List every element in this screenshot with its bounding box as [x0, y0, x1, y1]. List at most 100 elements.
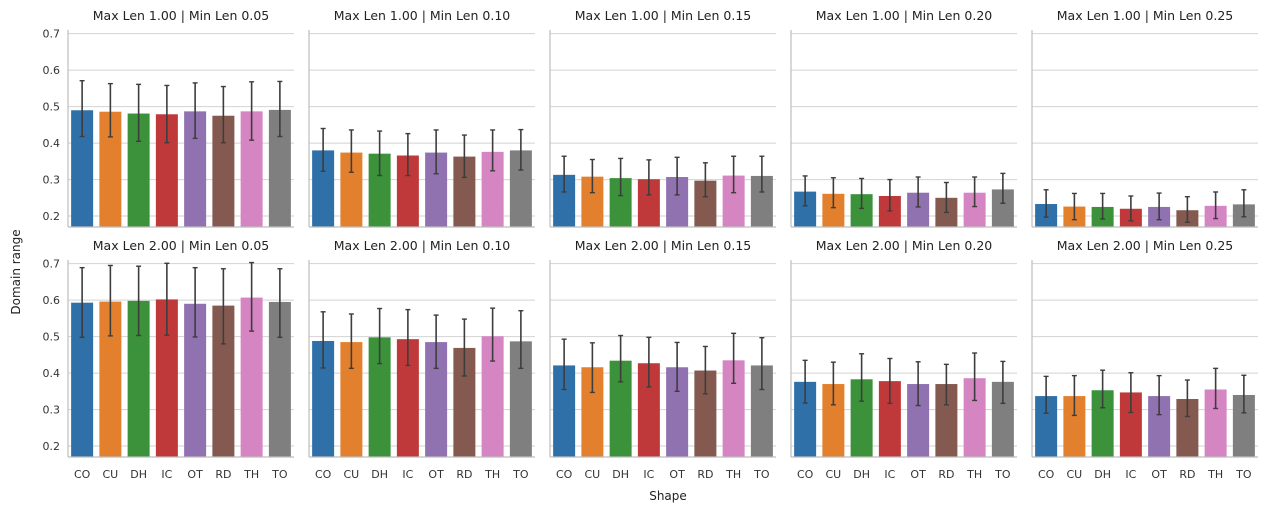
- bar-OT: [425, 342, 448, 457]
- y-tick-label: 0.6: [43, 294, 61, 307]
- bar-OT: [907, 192, 930, 227]
- bar-TO: [509, 150, 532, 227]
- bar-DH: [127, 113, 150, 227]
- bar-TO: [991, 189, 1014, 227]
- bar-TO: [509, 341, 532, 457]
- bar-CO: [71, 302, 94, 457]
- x-tick-label: CO: [315, 468, 332, 481]
- panel-title: Max Len 2.00 | Min Len 0.20: [816, 238, 992, 253]
- x-tick-label: DH: [853, 468, 870, 481]
- bar-TO: [268, 109, 291, 227]
- bar-OT: [907, 384, 930, 457]
- bar-TO: [991, 381, 1014, 457]
- bar-RD: [935, 384, 958, 457]
- x-tick-label: OT: [1151, 468, 1167, 481]
- bar-TH: [722, 175, 745, 227]
- x-tick-label: TO: [753, 468, 770, 481]
- facet-panel-3: Max Len 1.00 | Min Len 0.15: [549, 8, 776, 228]
- x-tick-label: CU: [344, 468, 360, 481]
- bar-OT: [184, 111, 207, 227]
- y-tick-label: 0.2: [43, 440, 61, 453]
- bar-DH: [850, 194, 873, 227]
- panel-title: Max Len 1.00 | Min Len 0.20: [816, 8, 992, 23]
- x-tick-label: TO: [1235, 468, 1252, 481]
- y-tick-label: 0.2: [43, 210, 61, 223]
- x-tick-label: TH: [1207, 468, 1223, 481]
- x-tick-label: IC: [643, 468, 654, 481]
- x-axis-label: Shape: [649, 489, 687, 503]
- bar-RD: [694, 370, 717, 457]
- y-tick-label: 0.5: [43, 101, 61, 114]
- x-tick-label: CU: [585, 468, 601, 481]
- panel-title: Max Len 1.00 | Min Len 0.25: [1057, 8, 1233, 23]
- x-tick-label: OT: [428, 468, 444, 481]
- bar-IC: [637, 363, 660, 457]
- x-tick-label: TH: [725, 468, 741, 481]
- x-tick-label: DH: [130, 468, 147, 481]
- x-tick-label: CO: [797, 468, 814, 481]
- bar-DH: [368, 153, 391, 227]
- bar-IC: [1119, 392, 1142, 457]
- y-tick-label: 0.5: [43, 331, 61, 344]
- bar-TH: [722, 360, 745, 457]
- bar-CU: [1063, 396, 1086, 457]
- x-tick-label: RD: [456, 468, 472, 481]
- x-tick-label: CU: [826, 468, 842, 481]
- bar-IC: [155, 114, 178, 227]
- x-tick-label: RD: [697, 468, 713, 481]
- bar-CO: [312, 150, 335, 227]
- bar-RD: [694, 180, 717, 227]
- y-tick-label: 0.7: [43, 258, 61, 271]
- bar-CO: [553, 174, 576, 227]
- y-tick-label: 0.3: [43, 174, 61, 187]
- bar-TO: [1232, 394, 1255, 457]
- bar-TO: [268, 301, 291, 457]
- x-tick-label: DH: [371, 468, 388, 481]
- bar-DH: [609, 178, 632, 227]
- facet-panel-7: Max Len 2.00 | Min Len 0.10 CO CU DH IC OT RD T…: [308, 238, 535, 481]
- bar-CU: [581, 176, 604, 227]
- bar-CO: [794, 381, 817, 457]
- bar-RD: [1176, 398, 1199, 457]
- x-tick-label: CU: [1067, 468, 1083, 481]
- x-tick-label: RD: [215, 468, 231, 481]
- x-tick-label: TH: [966, 468, 982, 481]
- facet-panel-5: Max Len 1.00 | Min Len 0.25: [1031, 8, 1258, 228]
- bar-CO: [553, 365, 576, 457]
- bar-RD: [212, 115, 235, 227]
- x-tick-label: TO: [994, 468, 1011, 481]
- x-tick-label: IC: [161, 468, 172, 481]
- bar-TH: [963, 192, 986, 227]
- bar-TH: [240, 111, 263, 227]
- x-tick-label: TH: [243, 468, 259, 481]
- bar-CU: [99, 111, 122, 227]
- bar-CU: [581, 367, 604, 457]
- x-tick-label: CO: [74, 468, 91, 481]
- x-tick-label: CO: [556, 468, 573, 481]
- panel-title: Max Len 2.00 | Min Len 0.10: [334, 238, 510, 253]
- y-tick-label: 0.7: [43, 28, 61, 41]
- bar-CU: [822, 193, 845, 227]
- bar-TH: [481, 336, 504, 457]
- bar-IC: [396, 339, 419, 457]
- facet-panel-9: Max Len 2.00 | Min Len 0.20 CO CU DH IC OT RD T…: [790, 238, 1017, 481]
- bar-IC: [155, 299, 178, 457]
- bar-RD: [212, 305, 235, 457]
- bar-TH: [1204, 389, 1227, 457]
- bar-DH: [850, 379, 873, 457]
- bar-CU: [99, 301, 122, 457]
- bar-OT: [184, 303, 207, 457]
- facet-panel-1: Max Len 1.00 | Min Len 0.05 0.2 0.3 0.4 0.5 0…: [43, 8, 294, 228]
- panel-title: Max Len 2.00 | Min Len 0.25: [1057, 238, 1233, 253]
- bar-IC: [878, 381, 901, 457]
- x-tick-label: TO: [271, 468, 288, 481]
- y-tick-label: 0.3: [43, 404, 61, 417]
- bar-CO: [1035, 396, 1058, 457]
- panel-title: Max Len 2.00 | Min Len 0.15: [575, 238, 751, 253]
- facet-panel-2: Max Len 1.00 | Min Len 0.10: [308, 8, 535, 228]
- bar-IC: [396, 155, 419, 227]
- panel-title: Max Len 2.00 | Min Len 0.05: [93, 238, 269, 253]
- y-axis-label: Domain range: [9, 229, 23, 314]
- bar-CO: [794, 191, 817, 227]
